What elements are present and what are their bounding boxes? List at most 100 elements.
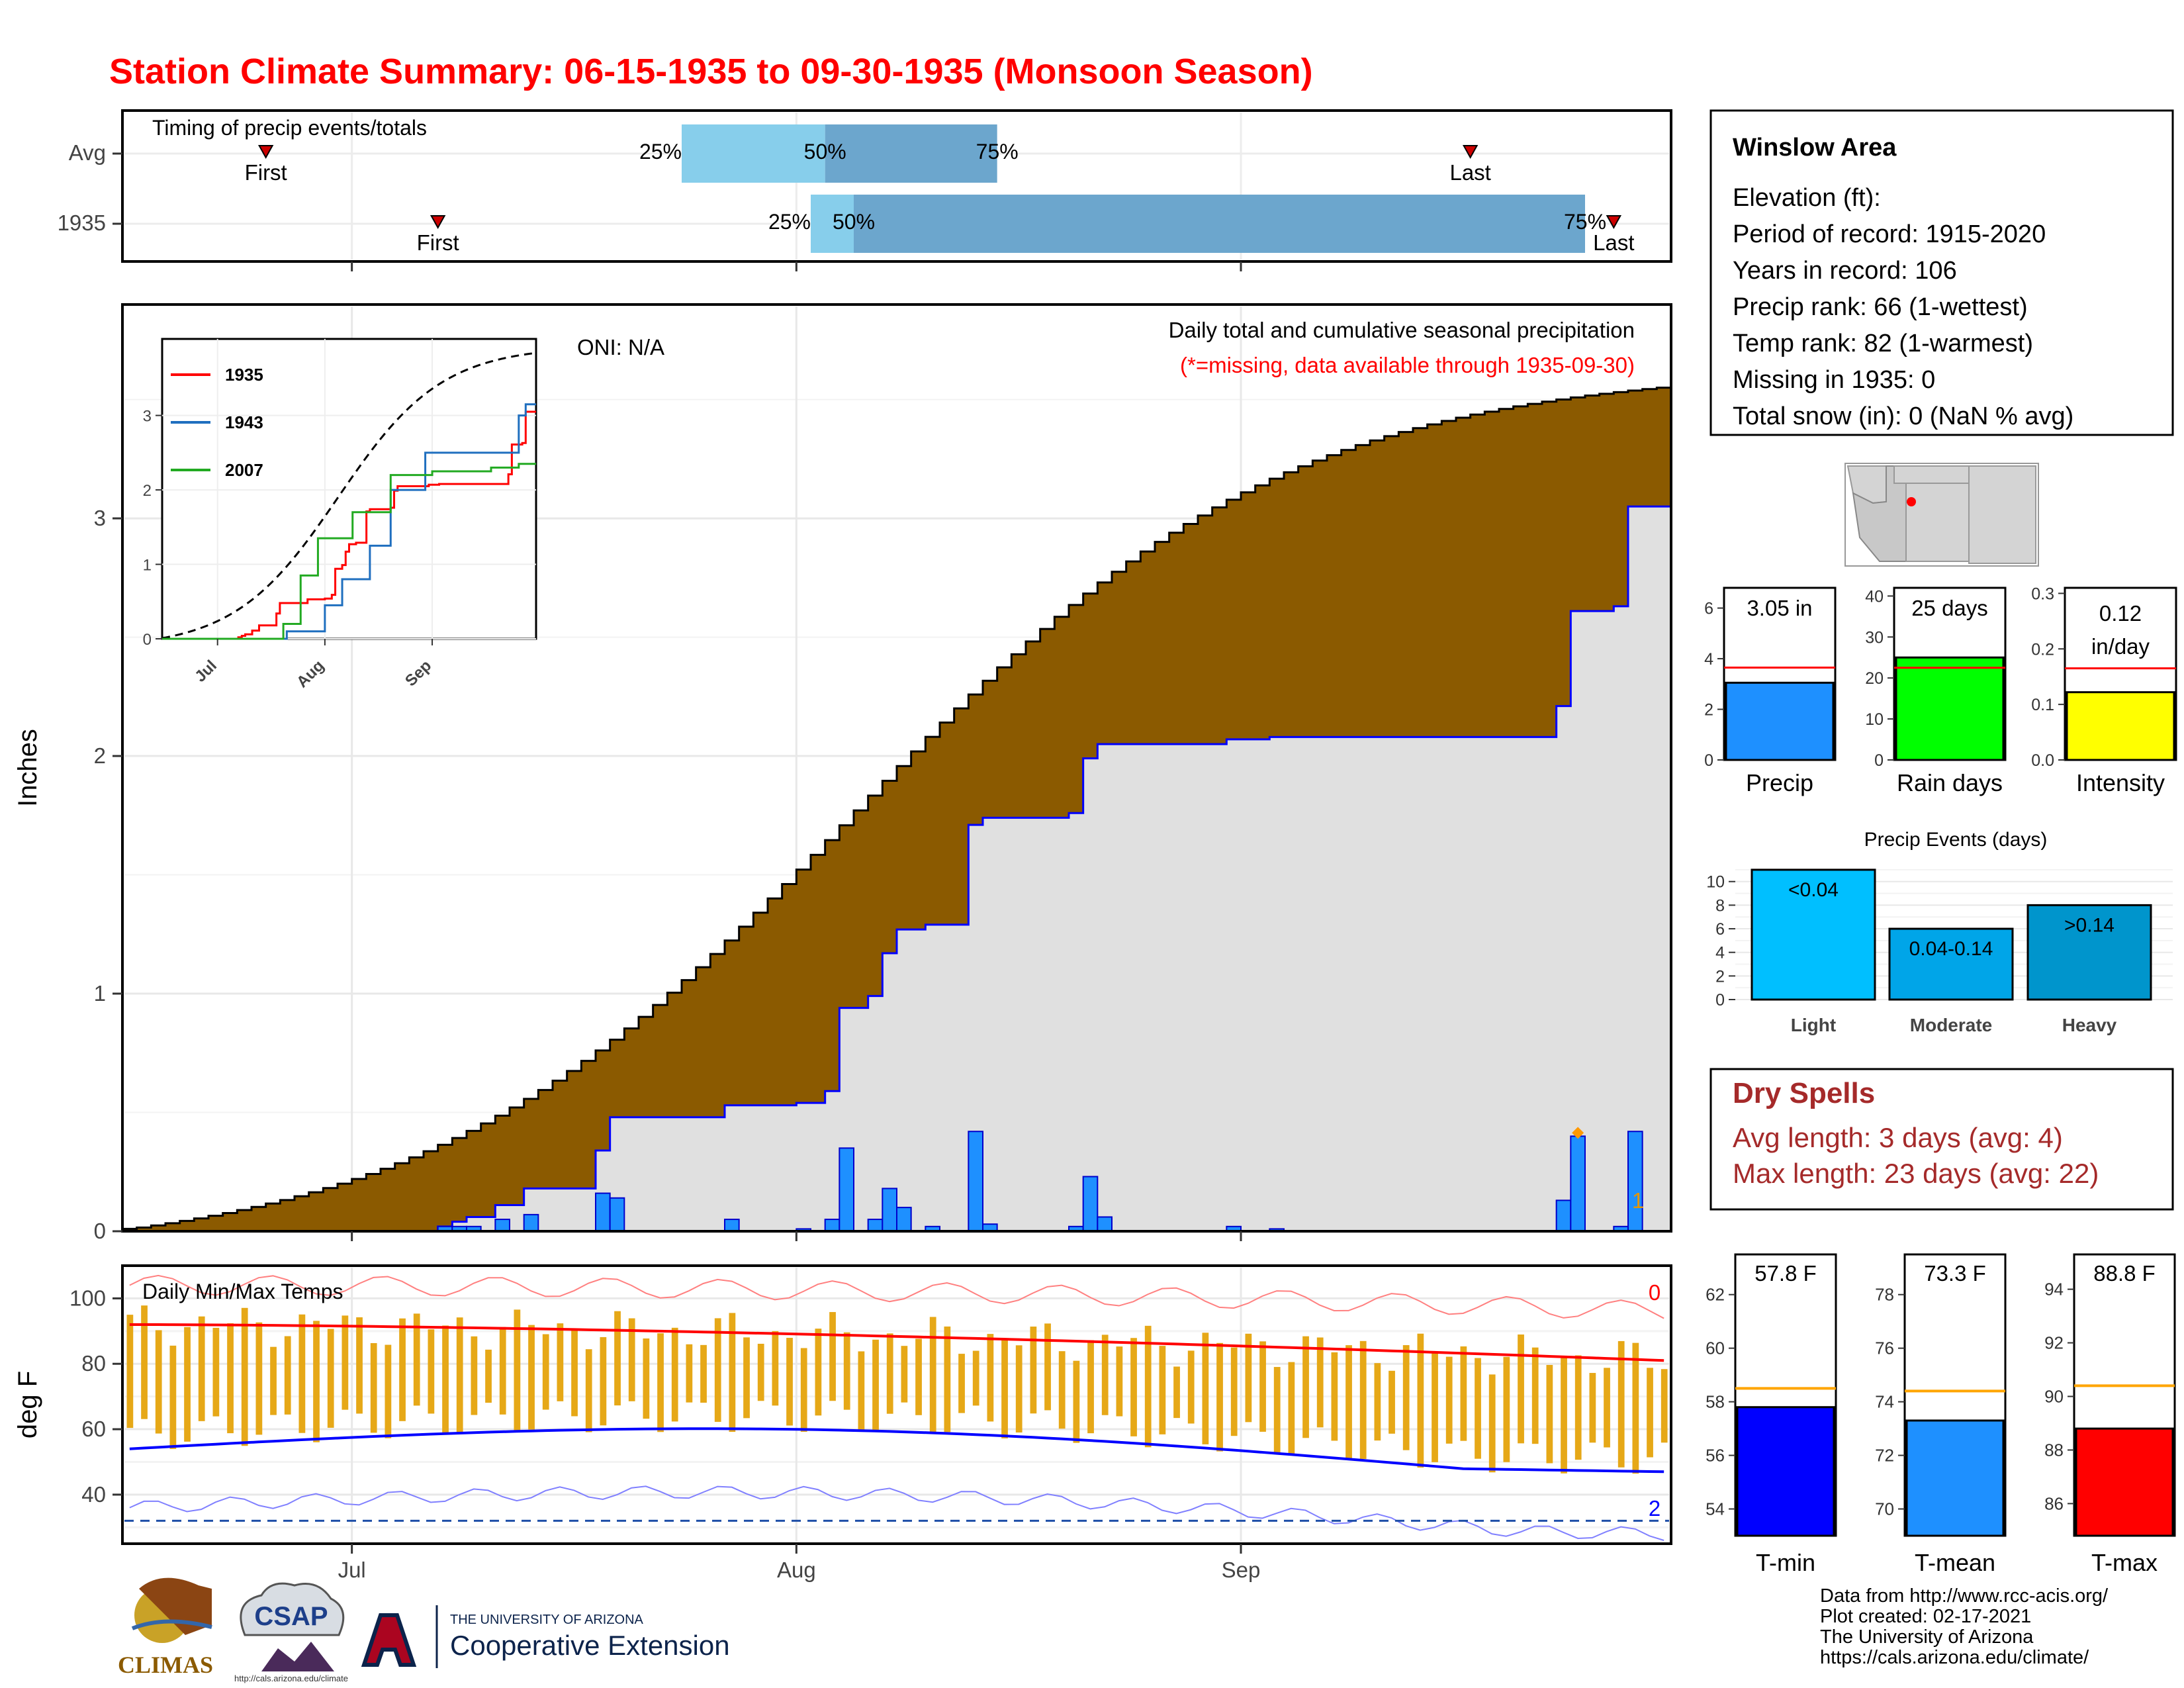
daily-temp-range-bar bbox=[356, 1317, 363, 1414]
daily-temp-range-bar bbox=[198, 1316, 205, 1421]
daily-temp-range-bar bbox=[485, 1349, 492, 1403]
station-info-line: Elevation (ft): bbox=[1733, 184, 1881, 212]
daily-temp-range-bar bbox=[1331, 1352, 1338, 1441]
daily-temp-range-bar bbox=[829, 1312, 836, 1401]
ua-logo-a bbox=[361, 1613, 417, 1667]
daily-temp-range-bar bbox=[743, 1337, 750, 1419]
daily-temp-range-bar bbox=[456, 1317, 463, 1434]
station-frame bbox=[1709, 109, 2174, 436]
temp-summary-y-tick-label: 62 bbox=[1706, 1285, 1725, 1305]
daily-temp-range-bar bbox=[600, 1336, 607, 1426]
temps-label: Daily Min/Max Temps bbox=[142, 1280, 343, 1303]
daily-temp-range-bar bbox=[714, 1318, 721, 1422]
temp-summary-bar bbox=[1736, 1406, 1835, 1537]
map-state-tx bbox=[1968, 465, 2036, 564]
events-bar-label: Moderate bbox=[1910, 1015, 1992, 1035]
inset-legend-label: 1935 bbox=[225, 365, 263, 385]
daily-temp-range-bar bbox=[657, 1333, 664, 1432]
summary-value-bar bbox=[1895, 656, 2005, 761]
daily-temp-range-bar bbox=[1661, 1369, 1668, 1443]
temps-x-tick-label: Aug bbox=[777, 1558, 816, 1582]
timing-bars: 25% 50% 75% First Last 25% 50% 75% First Last bbox=[245, 124, 1635, 255]
map-state-ut-co bbox=[1893, 465, 1970, 484]
footer-credit-line: The University of Arizona bbox=[1820, 1626, 2034, 1648]
daily-temp-range-bar bbox=[1546, 1364, 1553, 1464]
daily-temp-range-bar bbox=[1460, 1346, 1467, 1441]
daily-temp-range-bar bbox=[929, 1317, 936, 1434]
events-y-tick-label: 0 bbox=[1715, 991, 1725, 1009]
temps-x-tick-label: Sep bbox=[1222, 1558, 1261, 1582]
daily-temp-range-bar bbox=[843, 1332, 850, 1410]
daily-temp-range-bar bbox=[872, 1339, 879, 1432]
temp-summary-value-label: 88.8 F bbox=[2093, 1261, 2156, 1286]
daily-temp-range-bar bbox=[1316, 1337, 1324, 1428]
daily-temp-range-bar bbox=[284, 1336, 291, 1415]
temp-summary-y-tick-label: 88 bbox=[2044, 1440, 2064, 1460]
avg-cumulative-line bbox=[121, 387, 1671, 1231]
daily-temp-range-bar bbox=[1230, 1347, 1238, 1436]
avg-min-line bbox=[129, 1427, 1664, 1474]
timing-bar-25-50 bbox=[682, 124, 825, 183]
daily-temp-range-bar bbox=[399, 1318, 406, 1421]
daily-temp-range-bar bbox=[1374, 1363, 1381, 1441]
daily-temp-range-bar bbox=[1359, 1340, 1367, 1459]
daily-precip-bar bbox=[1570, 1135, 1586, 1233]
daily-precip-bar bbox=[824, 1219, 841, 1232]
temperature-bar-charts: 54 56 58 60 62 57.8 F T-min 70 72 74 76 78 73.3 F T-m… bbox=[1706, 1253, 2176, 1576]
temp-summary-y-tick-label: 74 bbox=[1875, 1392, 1894, 1412]
temps-y-ticks: 40 60 80 100 bbox=[69, 1286, 122, 1507]
events-title: Precip Events (days) bbox=[1864, 829, 2048, 851]
daily-temp-range-bar bbox=[184, 1327, 191, 1442]
timing-p75-label: 75% bbox=[1564, 210, 1606, 234]
daily-temp-range-bar bbox=[1058, 1351, 1066, 1429]
daily-temp-range-bar bbox=[1030, 1327, 1037, 1414]
timing-last-label: Last bbox=[1593, 230, 1634, 255]
summary-chart-rain-days: 0 10 20 30 40 25 days Rain days bbox=[1865, 586, 2007, 796]
events-y-tick-label: 8 bbox=[1715, 896, 1725, 915]
events-bar-value-label: 0.04-0.14 bbox=[1909, 938, 1993, 960]
daily-temp-range-bar bbox=[1187, 1350, 1195, 1424]
missing-note: (*=missing, data available through 1935-… bbox=[1180, 353, 1635, 377]
daily-temp-range-bar bbox=[1302, 1336, 1309, 1438]
temp-summary-y-tick-label: 60 bbox=[1706, 1338, 1725, 1358]
summary-chart-intensity: 0.0 0.1 0.2 0.3 0.12 in/day Intensity bbox=[2031, 585, 2177, 796]
inset-line-2007 bbox=[162, 463, 536, 640]
daily-temp-range-bar bbox=[1475, 1358, 1481, 1459]
precip-y-tick-label: 1 bbox=[94, 981, 106, 1006]
inset-y-tick-label: 3 bbox=[143, 408, 152, 426]
summary-value-label: 25 days bbox=[1911, 596, 1988, 620]
inset-legend-label: 1943 bbox=[225, 412, 263, 432]
daily-precip-bar bbox=[609, 1197, 625, 1232]
daily-temp-range-bar bbox=[141, 1305, 148, 1419]
events-y-tick-label: 6 bbox=[1715, 920, 1725, 939]
daily-precip-bar bbox=[494, 1219, 510, 1232]
temp-summary-y-tick-label: 90 bbox=[2044, 1387, 2064, 1407]
temp-summary-y-tick-label: 92 bbox=[2044, 1333, 2064, 1353]
timing-bar-25-50 bbox=[811, 195, 854, 253]
temp-summary-bar bbox=[2075, 1427, 2174, 1537]
daily-temp-range-bar bbox=[987, 1334, 994, 1422]
temps-lines bbox=[124, 1274, 1669, 1541]
summary-chart-label: Precip bbox=[1746, 769, 1813, 796]
summary-bar-charts: 0 2 4 6 3.05 in Precip 0 10 20 30 40 25 days Rain da… bbox=[1704, 585, 2177, 796]
station-info-line: Temp rank: 82 (1-warmest) bbox=[1733, 330, 2033, 357]
events-y-tick-label: 10 bbox=[1706, 873, 1725, 892]
summary-y-tick-label: 0.1 bbox=[2031, 696, 2054, 714]
daily-temp-range-bar bbox=[1388, 1370, 1395, 1434]
station-info-line: Years in record: 106 bbox=[1733, 257, 1957, 285]
daily-temp-range-bar bbox=[901, 1346, 908, 1403]
timing-p50-label: 50% bbox=[804, 140, 846, 164]
events-bar-label: Light bbox=[1791, 1015, 1836, 1035]
daily-temp-range-bar bbox=[1589, 1373, 1596, 1443]
timing-row-label-avg: Avg bbox=[69, 140, 106, 165]
summary-chart-label: Rain days bbox=[1897, 769, 2003, 796]
daily-precip-bar bbox=[523, 1213, 539, 1233]
max-precip-marker bbox=[1572, 1127, 1584, 1139]
station-info-line: Period of record: 1915-2020 bbox=[1733, 220, 2046, 248]
daily-temp-range-bar bbox=[1130, 1338, 1137, 1436]
summary-y-tick-label: 10 bbox=[1865, 710, 1884, 729]
daily-temp-range-bar bbox=[757, 1343, 764, 1401]
daily-precip-bar bbox=[724, 1219, 740, 1232]
record-max-line bbox=[129, 1274, 1664, 1319]
daily-temp-range-bar bbox=[1402, 1345, 1410, 1450]
